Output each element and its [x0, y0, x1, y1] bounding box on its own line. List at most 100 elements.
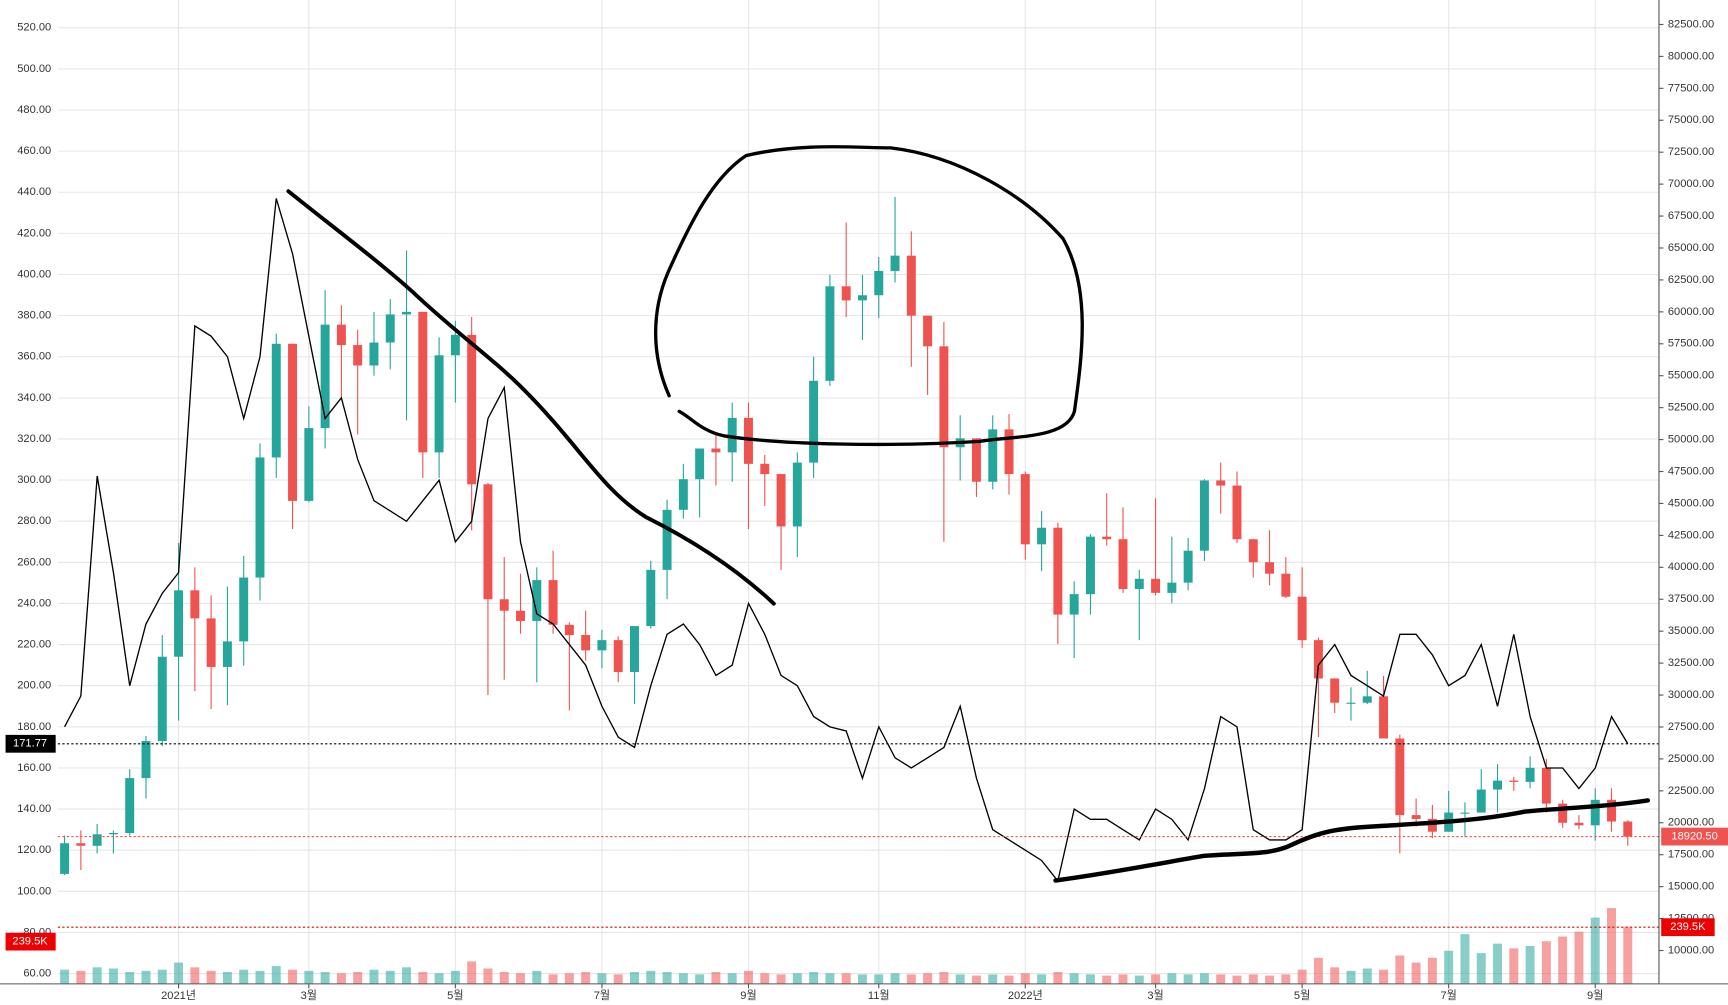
volume-bar — [1607, 908, 1616, 984]
volume-bar — [1085, 974, 1095, 984]
volume-bar — [874, 974, 884, 984]
volume-bar — [450, 970, 460, 984]
volume-bar — [711, 972, 721, 984]
candle-body — [695, 448, 705, 480]
y-tick-label: 200.00 — [17, 680, 51, 692]
candle-body — [906, 255, 916, 316]
volume-bar — [581, 972, 591, 984]
volume-bar — [1346, 970, 1356, 984]
candle-body — [108, 833, 118, 835]
volume-bar — [841, 973, 851, 984]
x-tick-label: 2021년 — [161, 989, 196, 1002]
volume-bar — [190, 967, 200, 984]
volume-bar — [1053, 972, 1063, 984]
volume-bar — [1020, 973, 1030, 984]
candle-body — [1037, 527, 1047, 545]
trend-line-drawing — [286, 189, 776, 606]
last-price-badge — [1661, 827, 1728, 846]
candle-body — [1118, 539, 1128, 590]
volume-bar — [402, 967, 412, 984]
volume-bar — [857, 974, 867, 984]
candle-body — [434, 355, 444, 453]
candle-body — [662, 509, 672, 570]
volume-bar — [499, 972, 509, 984]
volume-bar — [467, 961, 477, 984]
x-tick-label: 11월 — [868, 989, 890, 1002]
y-tick-label: 120.00 — [17, 844, 51, 856]
y2-tick-label: 30000.00 — [1668, 689, 1714, 701]
volume-bar — [1297, 969, 1307, 984]
candle-body — [971, 438, 981, 482]
candle-body — [744, 417, 753, 464]
volume-bar — [1134, 975, 1144, 984]
candle-body — [857, 295, 867, 301]
candle-body — [304, 428, 314, 501]
candle-body — [1574, 822, 1584, 826]
y-tick-label: 180.00 — [17, 721, 51, 733]
y2-tick-label: 50000.00 — [1668, 434, 1714, 446]
candle-body — [450, 334, 460, 356]
y-tick-label: 300.00 — [17, 474, 51, 486]
circle-drawing — [653, 145, 1084, 447]
y2-tick-label: 45000.00 — [1668, 497, 1714, 509]
volume-bar — [271, 966, 281, 984]
candle-body — [760, 463, 770, 475]
x-tick-label: 9월 — [1587, 989, 1603, 1002]
candles — [60, 196, 1633, 876]
y2-tick-label: 40000.00 — [1668, 561, 1714, 573]
candle-body — [630, 626, 639, 673]
candle-body — [1004, 429, 1014, 475]
y-tick-label: 140.00 — [17, 803, 51, 815]
y2-tick-label: 77500.00 — [1668, 82, 1714, 94]
volume-bar — [434, 973, 444, 984]
candle-body — [1281, 573, 1291, 597]
candle-body — [923, 315, 933, 347]
candle-body — [1346, 702, 1356, 704]
last-line-label: 171.77 — [13, 738, 47, 750]
volume-bar — [695, 974, 705, 984]
y2-tick-label: 82500.00 — [1668, 18, 1714, 30]
candle-body — [874, 270, 884, 296]
volume-bar — [1183, 974, 1193, 984]
y-tick-label: 280.00 — [17, 515, 51, 527]
last-volume-label-left: 239.5K — [12, 936, 48, 948]
y-tick-label: 240.00 — [17, 597, 51, 609]
candle-body — [809, 380, 819, 463]
volume-bar — [1199, 973, 1209, 984]
volume-bar — [1281, 974, 1291, 984]
candle-body — [1020, 474, 1030, 545]
x-tick-label: 2022년 — [1008, 989, 1043, 1002]
candle-body — [483, 484, 493, 600]
volume-bar — [923, 973, 933, 984]
candle-body — [825, 286, 835, 381]
volume-bar — [955, 974, 965, 984]
candle-body — [1330, 678, 1340, 703]
y-tick-label: 320.00 — [17, 433, 51, 445]
volume-bar — [744, 970, 753, 984]
candle-body — [1558, 803, 1568, 823]
volume-bar — [1167, 973, 1177, 984]
volume-bar — [564, 973, 574, 984]
candle-body — [255, 457, 265, 578]
candle-body — [711, 448, 721, 453]
volume-bar — [1427, 957, 1437, 984]
volume-bar — [60, 969, 70, 984]
candle-body — [1248, 539, 1258, 563]
y2-tick-label: 32500.00 — [1668, 657, 1714, 669]
volume-bar — [304, 970, 314, 984]
candle-body — [597, 640, 607, 651]
last-price-label: 18920.50 — [1671, 831, 1717, 843]
candle-body — [727, 417, 737, 453]
x-tick-label: 5월 — [1294, 989, 1310, 1002]
volume-pane — [60, 908, 1633, 984]
candle-body — [1362, 696, 1372, 703]
candle-body — [385, 314, 395, 343]
y2-tick-label: 52500.00 — [1668, 402, 1714, 414]
volume-bar — [662, 972, 672, 984]
candle-body — [271, 343, 281, 458]
volume-bar — [1493, 943, 1503, 984]
candle-body — [92, 834, 102, 846]
y2-tick-label: 35000.00 — [1668, 625, 1714, 637]
